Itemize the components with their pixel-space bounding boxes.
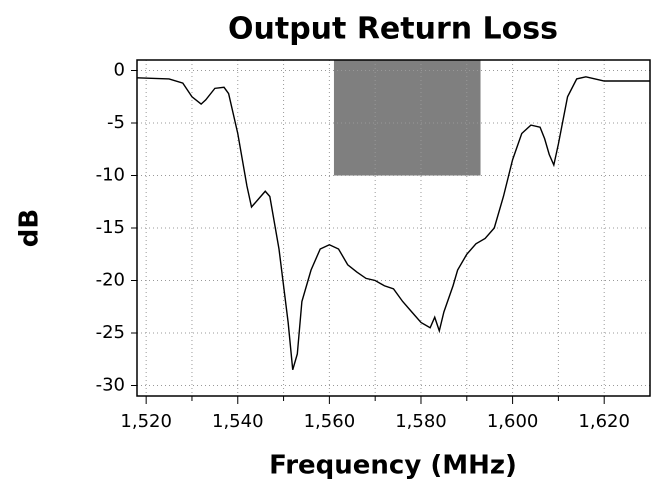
y-tick-label: -10 xyxy=(96,165,125,186)
x-tick-label: 1,540 xyxy=(212,411,264,432)
plot-frame xyxy=(136,59,651,397)
x-tick-label: 1,620 xyxy=(578,411,630,432)
chart-title: Output Return Loss xyxy=(228,12,558,47)
x-axis-label: Frequency (MHz) xyxy=(269,451,517,481)
y-tick-label: -5 xyxy=(107,112,125,133)
mask-region xyxy=(333,60,481,176)
x-tick-label: 1,600 xyxy=(487,411,539,432)
y-tick-label: -20 xyxy=(96,270,125,291)
x-tick-label: 1,580 xyxy=(395,411,447,432)
y-tick-label: -15 xyxy=(96,217,125,238)
y-axis-label: dB xyxy=(15,209,45,247)
line-series xyxy=(136,76,650,370)
x-tick-label: 1,520 xyxy=(120,411,172,432)
y-tick-label: -25 xyxy=(96,322,125,343)
y-tick-label: 0 xyxy=(114,60,125,81)
y-tick-label: -30 xyxy=(96,375,125,396)
x-tick-label: 1,560 xyxy=(304,411,356,432)
